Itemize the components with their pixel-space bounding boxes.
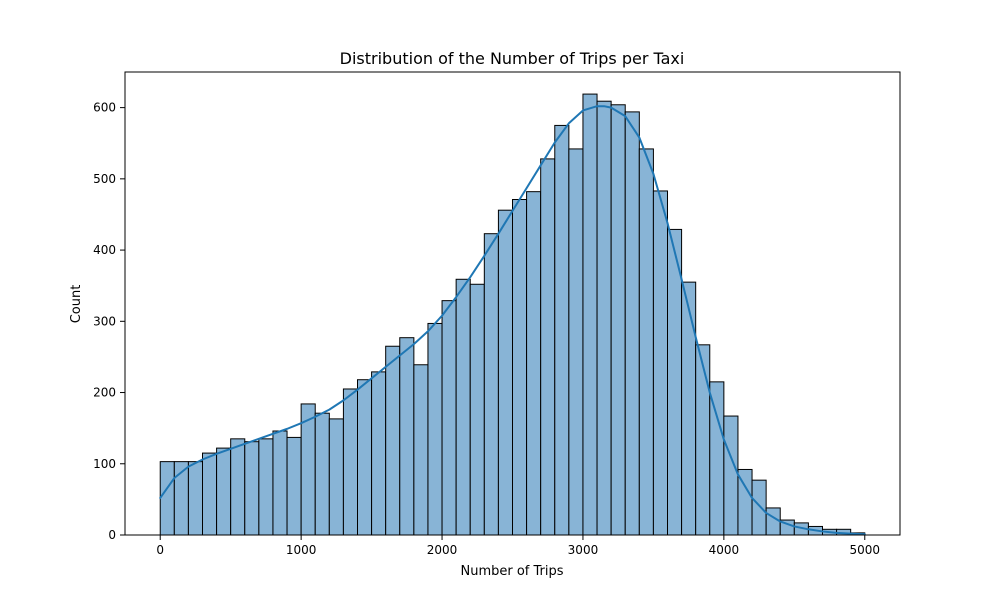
histogram-bar: [723, 415, 739, 536]
x-axis-label: Number of Trips: [460, 564, 563, 579]
kde-line: [159, 105, 866, 536]
histogram-bar: [681, 281, 697, 536]
histogram-bar: [187, 461, 203, 536]
histogram-bar: [357, 379, 373, 536]
histogram-bar: [765, 507, 781, 536]
histogram-bar: [385, 345, 401, 536]
histogram-bar: [483, 233, 499, 536]
histogram-bar: [638, 148, 654, 536]
histogram-bar: [342, 388, 358, 536]
histogram-bar: [554, 124, 570, 536]
histogram-bar: [709, 381, 725, 536]
histogram-bar: [751, 479, 767, 536]
histogram-bar: [230, 438, 246, 536]
ticks-layer: 0 1000 2000 3000 4000 5000 0 100 200 300 400 500 600: [93, 101, 880, 557]
plot-frame: [124, 71, 901, 536]
histogram-bar: [695, 344, 711, 536]
x-tick-label: 1000: [286, 543, 317, 557]
kde-layer: [159, 105, 866, 536]
histogram-bar: [371, 371, 387, 536]
y-tick-label: 100: [93, 457, 116, 471]
histogram-bar: [159, 461, 175, 536]
histogram-bar: [286, 436, 302, 536]
histogram-bar: [526, 191, 542, 536]
histogram-bar: [568, 148, 584, 536]
x-tick-label: 4000: [709, 543, 740, 557]
histogram-bar: [497, 209, 513, 536]
histogram-bar: [610, 104, 626, 536]
histogram-bar: [427, 322, 443, 536]
histogram-bar: [216, 447, 232, 536]
x-tick-label: 0: [156, 543, 164, 557]
histogram-bar: [582, 93, 598, 536]
x-tick-label: 2000: [427, 543, 458, 557]
histogram-bar: [328, 418, 344, 536]
histogram-bar: [652, 190, 669, 536]
histogram-bar: [413, 364, 429, 536]
histogram-bar: [258, 438, 274, 536]
histogram-bar: [512, 199, 528, 536]
histogram-bar: [244, 441, 260, 536]
x-tick-label: 3000: [568, 543, 599, 557]
histogram-bar: [469, 283, 485, 536]
histogram-bar: [540, 158, 556, 536]
histogram-bar: [624, 111, 640, 536]
histogram-bar: [202, 452, 218, 536]
histogram-bar: [300, 403, 316, 536]
histogram-bar: [399, 337, 415, 536]
y-axis-label: Count: [69, 285, 84, 324]
y-tick-label: 500: [93, 172, 116, 186]
chart-title: Distribution of the Number of Trips per …: [340, 49, 685, 68]
y-tick-label: 400: [93, 243, 116, 257]
histogram-bar: [455, 278, 471, 536]
histogram-bar: [596, 100, 612, 536]
x-tick-label: 5000: [849, 543, 880, 557]
y-tick-label: 300: [93, 314, 116, 328]
histogram-bar: [314, 412, 330, 536]
y-tick-label: 200: [93, 386, 116, 400]
axes-layer: [124, 71, 901, 536]
y-tick-label: 0: [108, 528, 116, 542]
histogram-bar: [441, 300, 457, 536]
y-tick-label: 600: [93, 101, 116, 115]
bars-layer: [159, 93, 866, 536]
histogram-bar: [272, 430, 288, 536]
histogram-bar: [667, 228, 683, 536]
